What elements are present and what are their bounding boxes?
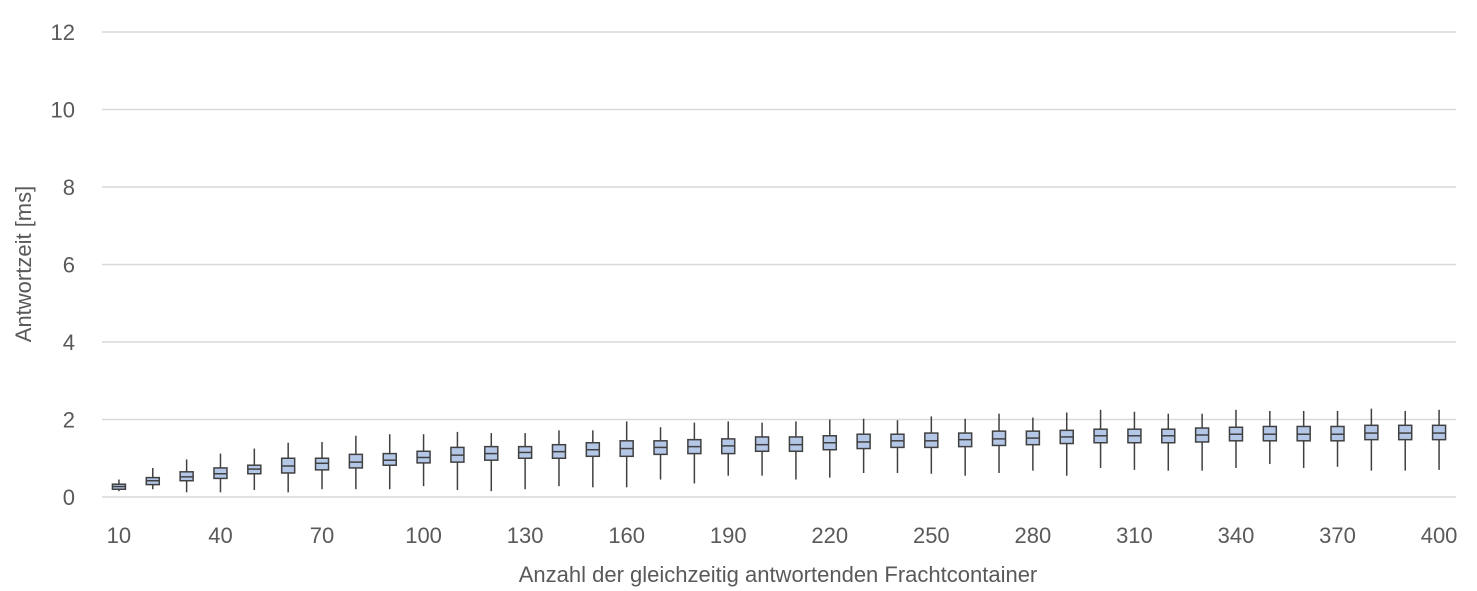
box-plot-item: [1161, 413, 1176, 471]
box-plot-item: [280, 442, 296, 493]
box-plot-item: [1296, 410, 1311, 468]
box: [314, 457, 330, 471]
box-series: [111, 408, 1447, 493]
x-axis-title: Anzahl der gleichzeitig antwortenden Fra…: [519, 562, 1038, 587]
box-plot-item: [111, 479, 127, 492]
box-plot-item: [382, 434, 397, 490]
x-tick-label: 100: [405, 523, 442, 548]
y-tick-label: 12: [51, 20, 75, 45]
box-plot-item: [1093, 409, 1108, 468]
y-tick-label: 0: [63, 485, 75, 510]
y-axis-tick-labels: 0 2 4 6 8 10 12: [51, 20, 75, 510]
box-plot-item: [788, 421, 804, 480]
box-plot-item: [1397, 410, 1413, 471]
box-plot-item: [247, 448, 262, 491]
box-plot-item: [213, 453, 228, 493]
x-tick-label: 160: [608, 523, 645, 548]
box-plot-item: [619, 421, 634, 488]
box-plot-item: [1194, 413, 1210, 471]
box-plot-item: [1228, 409, 1244, 468]
box-plot-item: [585, 430, 601, 488]
y-tick-label: 4: [63, 330, 75, 355]
box-plot-item: [1262, 410, 1278, 465]
box-plot-item: [1127, 411, 1142, 470]
box-plot-item: [1330, 410, 1345, 467]
box-plot-item: [991, 413, 1007, 473]
x-tick-label: 280: [1015, 523, 1052, 548]
box-plot-item: [348, 435, 364, 490]
x-tick-label: 10: [107, 523, 131, 548]
box-plot-item: [314, 441, 330, 490]
box-plot-item: [145, 467, 161, 490]
box-plot-item: [957, 418, 973, 476]
box-plot-item: [653, 427, 668, 480]
x-tick-label: 400: [1421, 523, 1458, 548]
x-axis-tick-labels: 10 40 70 100 130 160 190 220 250 280 310 340 370 400: [107, 523, 1458, 548]
x-tick-label: 340: [1218, 523, 1255, 548]
box-plot-item: [720, 421, 736, 476]
box-plot-item: [1431, 409, 1447, 470]
box-plot-item: [1025, 417, 1041, 471]
box-plot-item: [450, 431, 465, 491]
box-plot-item: [856, 418, 871, 473]
x-tick-label: 250: [913, 523, 950, 548]
box-plot-item: [517, 433, 533, 490]
box-plot-item: [484, 433, 499, 492]
x-tick-label: 70: [310, 523, 334, 548]
x-tick-label: 310: [1116, 523, 1153, 548]
box-plot-item: [890, 420, 905, 473]
y-tick-label: 8: [63, 175, 75, 200]
box-plot-item: [416, 434, 431, 487]
box: [382, 452, 397, 466]
box: [348, 453, 364, 469]
box-plot-item: [754, 422, 770, 476]
y-axis-title: Antwortzeit [ms]: [11, 186, 36, 342]
box-plot-item: [179, 459, 194, 493]
x-tick-label: 220: [811, 523, 848, 548]
x-tick-label: 190: [710, 523, 747, 548]
y-tick-label: 6: [63, 253, 75, 278]
box-plot-item: [822, 419, 838, 478]
x-tick-label: 40: [208, 523, 232, 548]
box-plot-item: [551, 430, 567, 487]
box-plot-item: [1364, 408, 1379, 471]
box-plot-item: [1059, 412, 1074, 476]
box-plot-item: [924, 416, 939, 474]
box-plot-item: [687, 422, 702, 484]
y-tick-label: 10: [51, 98, 75, 123]
gridlines: [102, 31, 1456, 498]
x-tick-label: 370: [1319, 523, 1356, 548]
x-tick-label: 130: [507, 523, 544, 548]
y-tick-label: 2: [63, 408, 75, 433]
